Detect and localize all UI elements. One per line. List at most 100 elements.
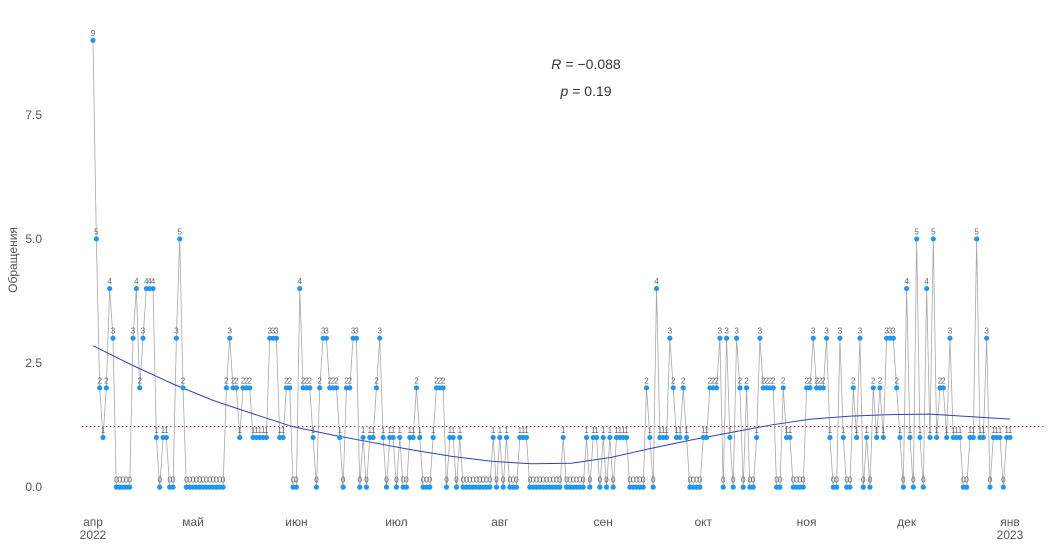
data-label: 0 (631, 476, 636, 485)
data-point (847, 484, 853, 490)
data-label: 1 (704, 426, 709, 435)
x-tick-label: авг (491, 515, 509, 529)
data-label: 1 (1004, 426, 1009, 435)
data-point (180, 385, 186, 391)
data-label: 0 (571, 476, 576, 485)
data-label: 1 (648, 426, 653, 435)
data-point (103, 385, 109, 391)
data-point (827, 434, 833, 441)
data-label: 2 (234, 376, 239, 385)
data-label: 1 (618, 426, 623, 435)
data-point (757, 335, 763, 341)
data-label: 2 (344, 376, 349, 385)
data-label: 2 (768, 376, 773, 385)
data-label: 1 (361, 426, 366, 435)
data-point (583, 434, 590, 441)
data-label: 0 (204, 476, 209, 485)
data-label: 0 (194, 476, 199, 485)
data-point (930, 236, 936, 242)
data-point (864, 434, 870, 441)
data-label: 1 (521, 426, 526, 435)
data-label: 0 (121, 476, 126, 485)
data-label: 2 (241, 376, 246, 385)
data-point (777, 484, 783, 490)
data-point (347, 385, 353, 391)
data-point (870, 385, 876, 391)
data-point (934, 434, 940, 441)
data-label: 3 (724, 327, 729, 336)
data-label: 1 (608, 426, 613, 435)
data-point (907, 434, 913, 441)
data-label: 0 (197, 476, 202, 485)
data-label: 0 (568, 476, 573, 485)
data-point (297, 285, 303, 292)
data-point (90, 37, 96, 43)
data-point (753, 434, 760, 441)
data-label: 0 (471, 476, 476, 485)
data-point (603, 484, 610, 490)
x-tick-label: май (182, 515, 204, 529)
data-point (247, 385, 253, 391)
data-label: 1 (661, 426, 666, 435)
data-label: 0 (688, 476, 693, 485)
data-label: 0 (611, 476, 616, 485)
data-label: 0 (774, 476, 779, 485)
data-point (663, 434, 670, 441)
y-tick-label: 0.0 (25, 480, 42, 494)
data-label: 0 (528, 476, 533, 485)
data-label: 4 (924, 277, 929, 286)
data-point (490, 434, 496, 441)
data-label: 3 (838, 327, 843, 336)
data-point (130, 335, 136, 341)
data-label: 0 (464, 476, 469, 485)
data-label: 1 (368, 426, 373, 435)
data-point (650, 484, 656, 490)
data-point (917, 434, 923, 441)
data-label: 0 (598, 476, 603, 485)
data-label: 5 (914, 227, 919, 236)
data-point (333, 385, 340, 391)
data-label: 4 (134, 277, 139, 286)
data-point (670, 385, 676, 391)
stat-value: = −0.088 (565, 56, 620, 72)
data-point (667, 335, 673, 341)
data-point (780, 385, 786, 391)
data-label: 0 (751, 476, 756, 485)
x-tick-label: дек (897, 515, 917, 529)
data-label: 1 (381, 426, 386, 435)
data-point (580, 484, 586, 490)
data-label: 2 (137, 376, 142, 385)
data-label: 0 (694, 476, 699, 485)
data-label: 2 (878, 376, 883, 385)
data-label: 1 (898, 426, 903, 435)
data-point (787, 434, 793, 441)
data-point (340, 484, 346, 490)
data-point (173, 335, 179, 341)
data-label: 0 (508, 476, 513, 485)
data-point (363, 484, 370, 490)
data-label: 3 (891, 327, 896, 336)
data-point (393, 484, 400, 490)
data-label: 1 (311, 426, 316, 435)
data-label: 2 (804, 376, 809, 385)
data-label: 0 (961, 476, 966, 485)
data-label: 1 (164, 426, 169, 435)
data-label: 1 (251, 426, 256, 435)
data-label: 2 (104, 376, 109, 385)
data-point (263, 434, 269, 441)
data-label: 0 (454, 476, 459, 485)
data-point (947, 335, 953, 341)
data-label: 0 (548, 476, 553, 485)
data-label: 0 (494, 476, 499, 485)
data-label: 1 (864, 426, 869, 435)
data-point (237, 434, 243, 441)
data-label: 0 (127, 476, 132, 485)
y-tick-label: 5.0 (25, 232, 42, 246)
data-label: 1 (237, 426, 242, 435)
data-point (417, 434, 423, 441)
data-label: 0 (651, 476, 656, 485)
data-label: 0 (988, 476, 993, 485)
data-label: 2 (97, 376, 102, 385)
data-label: 3 (758, 327, 763, 336)
data-label: 1 (614, 426, 619, 435)
